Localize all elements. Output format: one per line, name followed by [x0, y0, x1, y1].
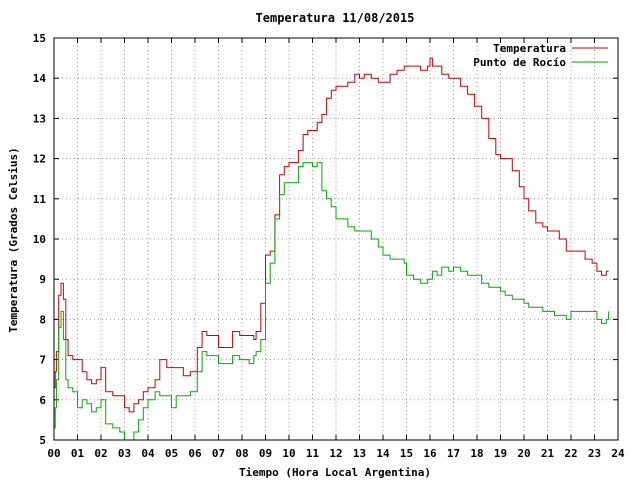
- x-tick-label: 09: [259, 447, 272, 460]
- x-tick-label: 06: [188, 447, 202, 460]
- x-tick-label: 12: [329, 447, 342, 460]
- y-tick-label: 6: [39, 394, 46, 407]
- y-tick-label: 5: [39, 434, 46, 447]
- x-tick-label: 19: [494, 447, 507, 460]
- x-tick-label: 21: [541, 447, 555, 460]
- series-line-1: [54, 162, 610, 441]
- y-tick-label: 15: [33, 32, 46, 45]
- x-tick-label: 00: [47, 447, 60, 460]
- y-tick-label: 10: [33, 233, 46, 246]
- plot-frame: [53, 37, 619, 441]
- x-tick-label: 18: [470, 447, 483, 460]
- x-tick-label: 14: [376, 447, 390, 460]
- x-tick-label: 02: [94, 447, 107, 460]
- legend-label-1: Punto de Rocío: [473, 56, 566, 69]
- y-tick-label: 7: [39, 354, 46, 367]
- x-tick-label: 05: [165, 447, 178, 460]
- x-tick-label: 20: [517, 447, 530, 460]
- x-tick-label: 01: [71, 447, 85, 460]
- x-tick-label: 23: [588, 447, 601, 460]
- y-axis-label: Temperatura (Grados Celsius): [7, 147, 20, 332]
- y-tick-label: 13: [33, 112, 46, 125]
- y-tick-label: 11: [33, 193, 47, 206]
- chart-title: Temperatura 11/08/2015: [256, 11, 415, 25]
- legend-label-0: Temperatura: [493, 42, 566, 55]
- x-tick-label: 22: [564, 447, 577, 460]
- x-tick-label: 13: [353, 447, 366, 460]
- x-tick-label: 03: [118, 447, 131, 460]
- y-tick-label: 12: [33, 153, 46, 166]
- x-tick-label: 08: [235, 447, 248, 460]
- series-line-0: [54, 57, 609, 413]
- y-tick-label: 8: [39, 313, 46, 326]
- x-tick-label: 11: [306, 447, 320, 460]
- x-tick-label: 04: [141, 447, 155, 460]
- grid-lines: [54, 38, 618, 440]
- x-axis-label: Tiempo (Hora Local Argentina): [239, 466, 431, 479]
- x-tick-labels: 00 01 02 03 04 05 06 07 08 09 10 11 12 13 14 15 16 17 18 19…: [47, 447, 625, 460]
- y-tick-label: 14: [33, 72, 47, 85]
- y-tick-label: 9: [39, 273, 46, 286]
- y-tick-labels: 5 6 7 8 9 10 11 12 13 14 15: [33, 32, 47, 447]
- x-tick-label: 16: [423, 447, 437, 460]
- data-series: [54, 57, 610, 441]
- x-tick-label: 10: [282, 447, 295, 460]
- x-tick-label: 15: [400, 447, 413, 460]
- x-tick-label: 17: [447, 447, 460, 460]
- x-tick-label: 24: [611, 447, 625, 460]
- x-tick-label: 07: [212, 447, 225, 460]
